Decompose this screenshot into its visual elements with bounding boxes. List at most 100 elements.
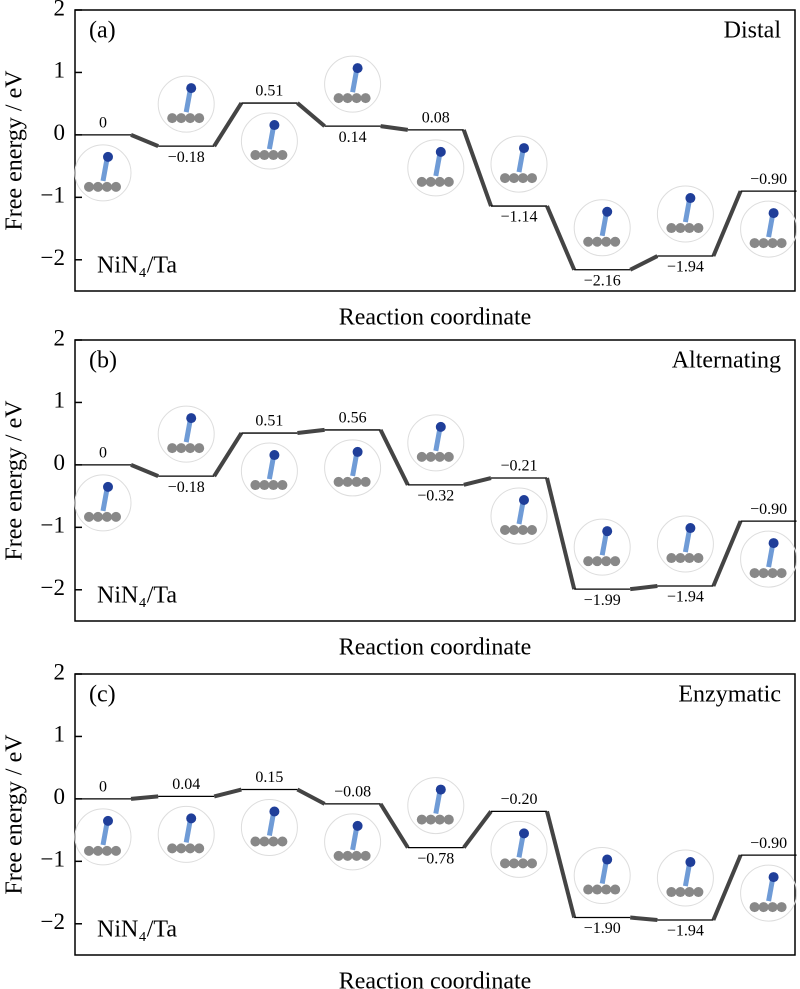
atom [425,176,436,187]
y-tick-label: 0 [54,784,66,809]
bond [266,813,276,836]
connector [711,520,743,587]
y-tick-label: −1 [41,847,65,872]
connector [297,427,325,436]
y-tick-label: 2 [54,325,66,350]
y-tick-label: −2 [41,575,65,600]
atom [685,193,696,204]
atom [333,850,344,861]
atom [675,223,686,234]
structure-bubble [74,144,132,202]
structure-bubble [573,847,631,905]
atom [111,511,121,522]
bond [599,213,609,237]
structure-bubble [573,518,631,576]
atom [342,850,353,861]
bond [350,69,360,93]
atom [675,553,686,564]
structure-bubble [240,442,298,500]
structure-icon [490,820,548,878]
atom [601,236,612,247]
plot-frame [74,9,796,292]
structure-icon [74,474,132,532]
structure-icon [240,112,298,170]
atom [509,525,519,536]
atom [509,173,519,184]
atom [194,113,205,124]
y-axis-label: Free energy / eV [2,734,28,895]
structure-bubble [407,777,465,835]
atom [416,176,427,187]
connector [380,124,409,132]
structure-icon [240,799,298,857]
atom [776,568,787,579]
atom [443,176,454,187]
structure-bubble [240,112,298,170]
bond [350,827,360,851]
value-label: −2.16 [584,272,621,289]
value-label: 0.04 [172,776,200,793]
atom [268,480,279,491]
value-label: 0 [99,445,107,462]
y-tick-label: 1 [54,58,66,83]
bond [766,878,776,902]
x-axis-label: Reaction coordinate [339,969,532,989]
bond [266,456,276,480]
atom [592,236,603,247]
atom [268,150,279,161]
atom [592,556,603,567]
value-label: −0.18 [168,149,205,166]
atom [102,181,112,192]
connector [212,431,244,478]
atom [693,887,704,898]
connector [130,794,159,801]
value-label: 0 [99,115,107,132]
atom [666,553,677,564]
structure-bubble [490,820,548,878]
value-label: 0.56 [339,410,367,427]
atom [776,238,787,249]
atom [684,223,695,234]
atom [360,476,371,487]
atom [610,556,621,567]
atom [693,553,704,564]
y-tick-label: −2 [41,245,65,270]
structure-icon [573,847,631,905]
atom [434,176,445,187]
atom [351,850,362,861]
y-axis-label: Free energy / eV [2,400,28,561]
atom [194,443,205,454]
atom [435,784,446,795]
structure-icon [407,139,465,197]
atom [434,814,445,825]
structure-bubble [324,55,382,113]
value-label: −0.21 [500,458,537,475]
structure-bubble [656,185,714,243]
connector [296,101,326,128]
atom [592,884,603,895]
plot-frame [74,339,796,622]
connector [630,915,658,923]
y-axis-label: Free energy / eV [2,70,28,231]
connector [545,477,577,590]
atom [519,495,529,506]
atom [693,223,704,234]
atom [435,421,446,432]
bond [516,149,526,173]
catalyst-label: NiN₄/Ta [97,917,177,943]
value-label: −0.90 [750,835,787,852]
structure-icon [157,75,215,133]
atom [684,553,695,564]
structure-icon [74,144,132,202]
connector [711,190,743,257]
connector [130,463,159,478]
atom [434,451,445,462]
atom [103,151,113,162]
atom [351,93,362,104]
atom [527,173,537,184]
y-tick-label: 0 [54,120,66,145]
atom [102,511,112,522]
structure-bubble [656,515,714,573]
bond [100,822,110,846]
atom [84,181,94,192]
